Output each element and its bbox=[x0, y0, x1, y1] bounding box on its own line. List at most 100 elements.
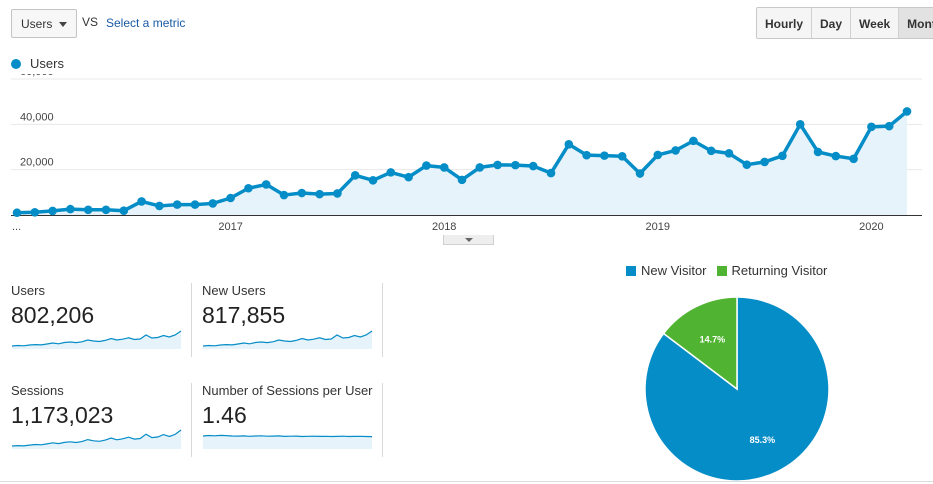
users-data-point[interactable] bbox=[493, 160, 502, 170]
sparkline-line bbox=[202, 330, 373, 347]
sparkline-area bbox=[203, 331, 372, 349]
period-toggle-group: Hourly Day Week Month bbox=[756, 7, 933, 39]
users-data-point[interactable] bbox=[226, 193, 235, 203]
users-data-point[interactable] bbox=[119, 206, 129, 215]
new-users-sparkline bbox=[202, 330, 373, 349]
scorecard-label: Number of Sessions per User bbox=[202, 383, 373, 398]
bottom-divider bbox=[0, 481, 933, 482]
users-data-point[interactable] bbox=[350, 171, 360, 180]
collapse-chart-toggle[interactable] bbox=[443, 235, 494, 245]
y-tick-label: 60,000 bbox=[20, 74, 54, 78]
users-data-point[interactable] bbox=[742, 160, 752, 169]
users-data-point[interactable] bbox=[528, 161, 538, 171]
users-data-point[interactable] bbox=[475, 163, 485, 172]
pie-legend-item-new-visitor[interactable]: New Visitor bbox=[626, 263, 707, 278]
users-data-point[interactable] bbox=[867, 122, 876, 132]
pie-slice-returning-visitor[interactable] bbox=[662, 296, 738, 391]
new-visitor-swatch-icon bbox=[626, 265, 636, 276]
users-data-point[interactable] bbox=[902, 107, 912, 116]
pie-slice-label: 14.7% bbox=[700, 335, 726, 345]
chart-legend-label: Users bbox=[30, 56, 64, 71]
scorecard-label: New Users bbox=[202, 283, 266, 298]
users-data-point[interactable] bbox=[600, 151, 609, 160]
scorecard-value: 802,206 bbox=[11, 302, 95, 328]
select-a-metric-link[interactable]: Select a metric bbox=[106, 16, 186, 30]
returning-visitor-swatch-icon bbox=[716, 265, 727, 276]
users-data-point[interactable] bbox=[778, 151, 787, 161]
users-data-point[interactable] bbox=[457, 175, 467, 185]
users-data-point[interactable] bbox=[795, 120, 805, 129]
users-data-point[interactable] bbox=[635, 169, 645, 178]
users-data-point[interactable] bbox=[368, 176, 378, 185]
users-data-point[interactable] bbox=[297, 188, 307, 198]
users-data-point[interactable] bbox=[101, 205, 111, 215]
users-data-point[interactable] bbox=[12, 208, 22, 218]
users-data-point[interactable] bbox=[404, 172, 413, 182]
scorecard-divider bbox=[191, 383, 192, 457]
users-data-point[interactable] bbox=[706, 146, 716, 156]
scorecard-value: 1.46 bbox=[202, 402, 247, 428]
scorecard-users[interactable]: Users 802,206 bbox=[11, 283, 192, 363]
x-tick-label: 2019 bbox=[646, 221, 670, 233]
users-sparkline bbox=[11, 330, 182, 349]
users-series-dot-icon bbox=[11, 58, 21, 69]
users-data-point[interactable] bbox=[30, 207, 40, 217]
sparkline-area bbox=[203, 435, 372, 449]
users-data-point[interactable] bbox=[190, 200, 200, 209]
users-area-fill bbox=[17, 111, 907, 215]
week-button[interactable]: Week bbox=[851, 8, 900, 38]
users-data-point[interactable] bbox=[813, 147, 823, 157]
users-data-point[interactable] bbox=[386, 168, 396, 177]
scorecard-sessions-per-user[interactable]: Number of Sessions per User 1.46 bbox=[202, 383, 383, 463]
sparkline-line bbox=[202, 434, 373, 438]
users-data-point[interactable] bbox=[760, 157, 769, 167]
users-data-point[interactable] bbox=[244, 183, 253, 193]
day-button[interactable]: Day bbox=[812, 8, 852, 38]
scorecard-divider bbox=[382, 383, 383, 457]
caret-down-icon bbox=[59, 22, 67, 27]
users-data-point[interactable] bbox=[511, 160, 520, 170]
users-data-point[interactable] bbox=[333, 189, 342, 198]
users-data-point[interactable] bbox=[671, 146, 680, 155]
users-data-point[interactable] bbox=[653, 150, 663, 160]
users-over-time-chart: 20,000 40,000 60,000 ... 2017 2018 2019 2020 bbox=[11, 74, 922, 233]
scorecard-value: 817,855 bbox=[202, 302, 286, 328]
users-data-point[interactable] bbox=[83, 205, 93, 215]
sessions-per-user-sparkline bbox=[202, 434, 373, 449]
users-data-point[interactable] bbox=[315, 189, 324, 199]
metric-select-dropdown[interactable]: Users bbox=[11, 9, 77, 38]
users-data-point[interactable] bbox=[831, 151, 841, 161]
users-data-point[interactable] bbox=[689, 136, 698, 146]
month-button[interactable]: Month bbox=[899, 8, 933, 38]
users-data-point[interactable] bbox=[261, 180, 271, 189]
scorecard-label: Users bbox=[11, 283, 45, 298]
users-data-point[interactable] bbox=[137, 197, 146, 206]
users-data-point[interactable] bbox=[884, 121, 894, 131]
users-data-point[interactable] bbox=[208, 199, 218, 208]
users-data-point[interactable] bbox=[564, 139, 574, 149]
sparkline-line bbox=[11, 330, 182, 347]
y-tick-label: 40,000 bbox=[20, 111, 54, 123]
users-data-point[interactable] bbox=[849, 154, 858, 164]
users-data-point[interactable] bbox=[172, 200, 182, 209]
sparkline-area bbox=[12, 430, 181, 449]
users-data-point[interactable] bbox=[279, 190, 289, 200]
users-data-point[interactable] bbox=[546, 168, 556, 178]
hourly-button[interactable]: Hourly bbox=[757, 8, 813, 38]
users-data-point[interactable] bbox=[724, 149, 734, 158]
x-tick-label: 2017 bbox=[218, 221, 242, 233]
scorecard-divider bbox=[191, 283, 192, 357]
scorecard-sessions[interactable]: Sessions 1,173,023 bbox=[11, 383, 192, 463]
users-data-point[interactable] bbox=[48, 206, 57, 216]
pie-legend-label: Returning Visitor bbox=[731, 263, 828, 278]
users-data-point[interactable] bbox=[422, 161, 431, 170]
scorecard-new-users[interactable]: New Users 817,855 bbox=[202, 283, 383, 363]
users-data-point[interactable] bbox=[617, 151, 627, 161]
users-data-point[interactable] bbox=[155, 201, 164, 211]
users-data-point[interactable] bbox=[66, 204, 75, 214]
users-data-point[interactable] bbox=[439, 163, 449, 172]
pie-legend-item-returning-visitor[interactable]: Returning Visitor bbox=[716, 263, 828, 278]
users-data-point[interactable] bbox=[582, 150, 591, 160]
y-tick-label: 20,000 bbox=[20, 157, 54, 169]
sparkline-area bbox=[12, 331, 181, 349]
